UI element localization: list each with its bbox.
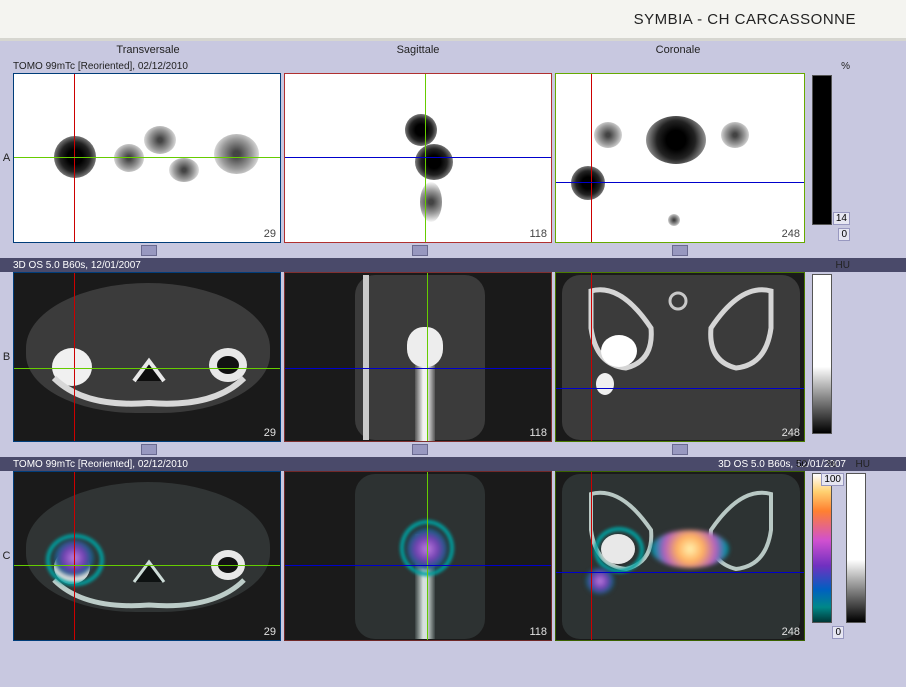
colorbar-unit: HU — [856, 459, 870, 470]
crosshair-v[interactable] — [74, 273, 75, 441]
row-a-label-left: TOMO 99mTc [Reoriented], 02/12/2010 — [13, 61, 188, 71]
colorbar-c-ct[interactable]: HU — [846, 471, 872, 641]
pane-b-transversale[interactable]: 29 — [13, 272, 281, 442]
col-header-coronale: Coronale — [553, 44, 803, 59]
slice-number: 118 — [529, 427, 547, 439]
colorbar-unit: HU — [836, 260, 850, 271]
slice-number: 29 — [264, 228, 276, 240]
colorbar-strip[interactable] — [812, 274, 832, 434]
sliders-b — [0, 444, 906, 455]
colorbar-c-pet[interactable]: % 50 100 0 — [812, 471, 842, 641]
crosshair-v[interactable] — [427, 472, 428, 640]
colorbar-b[interactable]: HU — [812, 272, 852, 442]
col-header-transversale: Transversale — [13, 44, 283, 59]
crosshair-v[interactable] — [74, 472, 75, 640]
crosshair-h[interactable] — [556, 572, 804, 573]
slice-number: 29 — [264, 626, 276, 638]
crosshair-v[interactable] — [427, 273, 428, 441]
column-headers: Transversale Sagittale Coronale — [0, 44, 906, 59]
crosshair-v[interactable] — [591, 273, 592, 441]
colorbar-strip[interactable] — [812, 473, 832, 623]
slice-number: 118 — [529, 228, 547, 240]
row-a-letter: A — [0, 73, 13, 243]
row-b-label-left: 3D OS 5.0 B60s, 12/01/2007 — [13, 260, 141, 270]
slice-number: 248 — [782, 626, 800, 638]
pane-c-sagittale[interactable]: 118 — [284, 471, 552, 641]
colorbar-extra: 50 — [796, 459, 807, 470]
crosshair-v[interactable] — [425, 74, 426, 242]
pelvis-coronal — [556, 273, 806, 443]
crosshair-v[interactable] — [74, 74, 75, 242]
colorbar-val-top[interactable]: 14 — [833, 212, 850, 225]
crosshair-h[interactable] — [14, 157, 280, 158]
col-header-sagittale: Sagittale — [283, 44, 553, 59]
colorbar-strip[interactable] — [846, 473, 866, 623]
row-c-letter: C — [0, 471, 13, 641]
pane-a-sagittale[interactable]: 118 — [284, 73, 552, 243]
crosshair-h[interactable] — [285, 368, 551, 369]
pane-c-transversale[interactable]: 29 — [13, 471, 281, 641]
app-titlebar: SYMBIA - CH CARCASSONNE — [0, 0, 906, 38]
pane-a-transversale[interactable]: 29 — [13, 73, 281, 243]
colorbar-val-bottom[interactable]: 0 — [838, 228, 850, 241]
crosshair-h[interactable] — [556, 182, 804, 183]
row-a: TOMO 99mTc [Reoriented], 02/12/2010 A 29 — [0, 59, 906, 256]
crosshair-h[interactable] — [285, 565, 551, 566]
pane-a-coronale[interactable]: 248 — [555, 73, 805, 243]
slider-handle[interactable] — [141, 245, 157, 256]
colorbar-unit: % — [841, 61, 850, 72]
slider-handle[interactable] — [412, 444, 428, 455]
colorbar-a[interactable]: % 14 0 — [812, 73, 852, 243]
slider-handle[interactable] — [672, 444, 688, 455]
row-b-letter: B — [0, 272, 13, 442]
row-b-label: 3D OS 5.0 B60s, 12/01/2007 — [0, 258, 906, 272]
crosshair-h[interactable] — [556, 388, 804, 389]
crosshair-v[interactable] — [591, 74, 592, 242]
slice-number: 248 — [782, 427, 800, 439]
pane-b-coronale[interactable]: 248 — [555, 272, 805, 442]
sliders-a — [0, 245, 906, 256]
slice-number: 29 — [264, 427, 276, 439]
slice-number: 248 — [782, 228, 800, 240]
colorbar-unit: % — [827, 459, 836, 470]
pelvis-outline — [14, 273, 282, 443]
row-b: 3D OS 5.0 B60s, 12/01/2007 B 29 — [0, 258, 906, 455]
slider-handle[interactable] — [141, 444, 157, 455]
app-title: SYMBIA - CH CARCASSONNE — [634, 11, 856, 28]
main-viewer: Transversale Sagittale Coronale TOMO 99m… — [0, 41, 906, 687]
pane-b-sagittale[interactable]: 118 — [284, 272, 552, 442]
slider-handle[interactable] — [412, 245, 428, 256]
row-c: TOMO 99mTc [Reoriented], 02/12/2010 3D O… — [0, 457, 906, 641]
colorbar-val-top[interactable]: 100 — [821, 473, 844, 486]
colorbar-strip[interactable] — [812, 75, 832, 225]
crosshair-h[interactable] — [285, 157, 551, 158]
crosshair-v[interactable] — [591, 472, 592, 640]
row-c-label-left: TOMO 99mTc [Reoriented], 02/12/2010 — [13, 459, 188, 469]
crosshair-h[interactable] — [14, 565, 280, 566]
row-c-label: TOMO 99mTc [Reoriented], 02/12/2010 3D O… — [0, 457, 906, 471]
slice-number: 118 — [529, 626, 547, 638]
row-a-label: TOMO 99mTc [Reoriented], 02/12/2010 — [0, 59, 906, 73]
crosshair-h[interactable] — [14, 368, 280, 369]
slider-handle[interactable] — [672, 245, 688, 256]
pane-c-coronale[interactable]: 248 — [555, 471, 805, 641]
colorbar-val-bottom[interactable]: 0 — [832, 626, 844, 639]
